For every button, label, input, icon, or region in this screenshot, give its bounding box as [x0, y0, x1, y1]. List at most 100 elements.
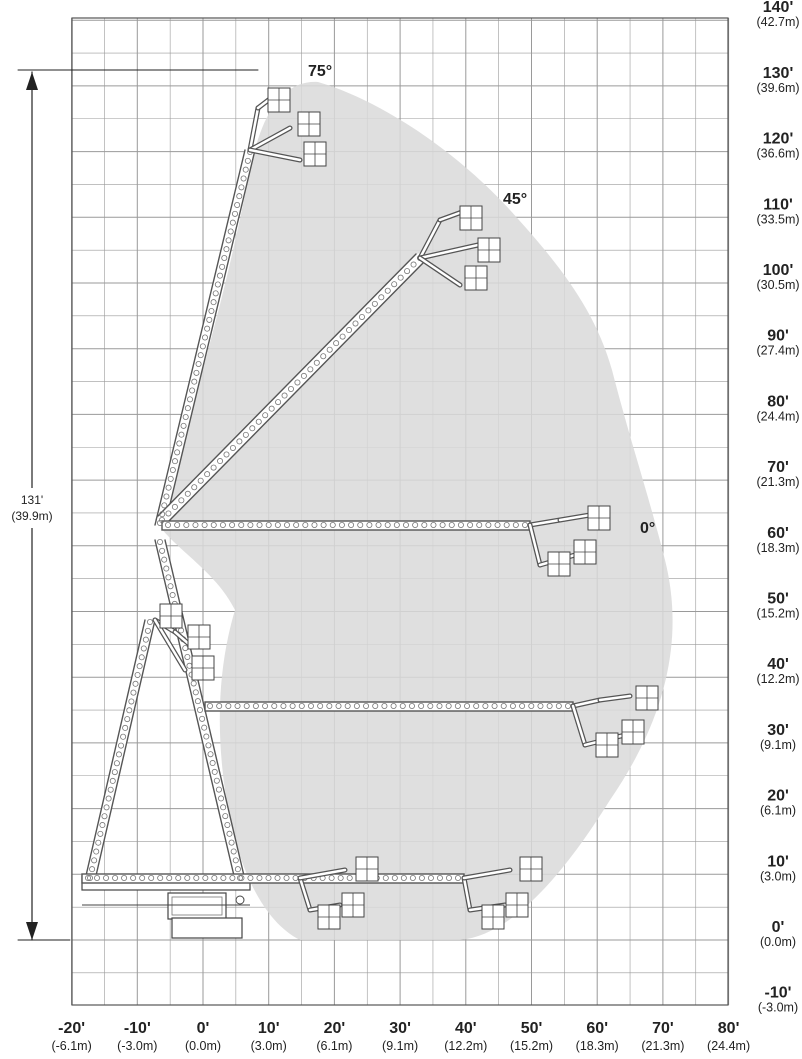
boom-detail [112, 875, 119, 882]
boom-detail [130, 689, 137, 696]
boom-detail [93, 848, 100, 855]
boom-detail [408, 703, 415, 710]
jib-arm-inner [462, 876, 472, 912]
boom-detail [219, 263, 226, 270]
boom-detail [382, 875, 389, 882]
grid-frame [71, 17, 729, 1006]
boom-detail [294, 379, 301, 386]
boom-detail [220, 804, 227, 811]
boom-detail [512, 522, 519, 529]
boom-detail [229, 219, 236, 226]
x-tick-m: (12.2m) [444, 1039, 487, 1053]
boom-detail [418, 703, 425, 710]
boom-detail [271, 703, 278, 710]
boom-detail [206, 316, 213, 323]
boom-detail [280, 703, 287, 710]
boom-detail [234, 201, 241, 208]
boom-detail [464, 703, 471, 710]
boom-detail [247, 875, 254, 882]
boom-detail [491, 703, 498, 710]
boom-detail [204, 471, 211, 478]
boom-detail [307, 703, 314, 710]
boom-detail [409, 875, 416, 882]
boom-detail [115, 751, 122, 758]
boom-45 [157, 253, 425, 525]
boom-detail [320, 353, 327, 360]
boom-detail [274, 522, 281, 529]
boom-detail [201, 522, 208, 529]
boom-detail [473, 703, 480, 710]
y-tick-ft: 50' [767, 591, 789, 608]
boom-detail [109, 777, 116, 784]
jib-arm-inner [438, 210, 464, 222]
boom-detail [204, 325, 211, 332]
y-tick-m: (6.1m) [760, 804, 796, 818]
boom-75-edge [164, 149, 256, 526]
jib-arm-inner [528, 523, 542, 567]
jib-arm-inner [598, 694, 632, 702]
platform-basket [187, 624, 211, 650]
y-tick-m: (21.3m) [756, 475, 799, 489]
x-tick-ft: -20' [58, 1020, 85, 1037]
boom-detail [87, 875, 94, 882]
y-tick-ft: 10' [767, 853, 789, 870]
boom-detail [454, 703, 461, 710]
boom-detail [126, 707, 133, 714]
boom-detail [268, 405, 275, 412]
boom-detail [546, 703, 553, 710]
y-tick-m: (42.7m) [756, 15, 799, 29]
boom-detail [311, 522, 318, 529]
boom-detail [333, 340, 340, 347]
boom-detail [337, 875, 344, 882]
boom-detail [174, 522, 181, 529]
boom-detail [203, 733, 210, 740]
boom-75 [155, 145, 255, 530]
boom-detail [121, 875, 128, 882]
x-tick-m: (3.0m) [251, 1039, 287, 1053]
boom-detail [105, 795, 112, 802]
boom-detail [97, 830, 104, 837]
boom-detail [217, 458, 224, 465]
boom-detail [211, 768, 218, 775]
boom-detail [391, 281, 398, 288]
boom-detail [242, 431, 249, 438]
boom-detail [436, 703, 443, 710]
boom-detail [178, 431, 185, 438]
boom-detail [410, 261, 417, 268]
dim-arrow-top [26, 72, 38, 90]
boom-detail [228, 839, 235, 846]
boom-detail [201, 334, 208, 341]
boom-detail [338, 522, 345, 529]
jib-arm-inner [418, 243, 480, 260]
lower-boom-edge [94, 619, 156, 881]
y-tick-m: (33.5m) [756, 212, 799, 226]
jib-arm-inner [248, 148, 302, 162]
boom-detail [206, 703, 213, 710]
boom-detail [191, 484, 198, 491]
boom-detail [209, 760, 216, 767]
boom-detail [262, 703, 269, 710]
y-tick-ft: 140' [763, 0, 794, 16]
boom-detail [132, 680, 139, 687]
y-tick-m: (-3.0m) [758, 1001, 798, 1015]
boom-detail [236, 193, 243, 200]
boom-45-edge [165, 261, 425, 525]
boom-detail [218, 795, 225, 802]
boom-detail [509, 703, 516, 710]
boom-detail [283, 875, 290, 882]
boom-detail [352, 320, 359, 327]
jib-arm-inner [558, 513, 592, 522]
platform-basket [464, 265, 488, 291]
y-tick-ft: 80' [767, 393, 789, 410]
boom-detail [384, 287, 391, 294]
y-tick-ft: 120' [763, 131, 794, 148]
boom-detail [289, 703, 296, 710]
platform-basket [505, 892, 529, 918]
boom-detail [142, 636, 149, 643]
x-tick-ft: 40' [455, 1020, 477, 1037]
jib-arm-inner [571, 698, 602, 708]
boom-detail [225, 703, 232, 710]
axis-labels: 140'(42.7m) 130'(39.6m) 120'(36.6m) 110'(33… [51, 0, 799, 1053]
boom-detail [275, 399, 282, 406]
